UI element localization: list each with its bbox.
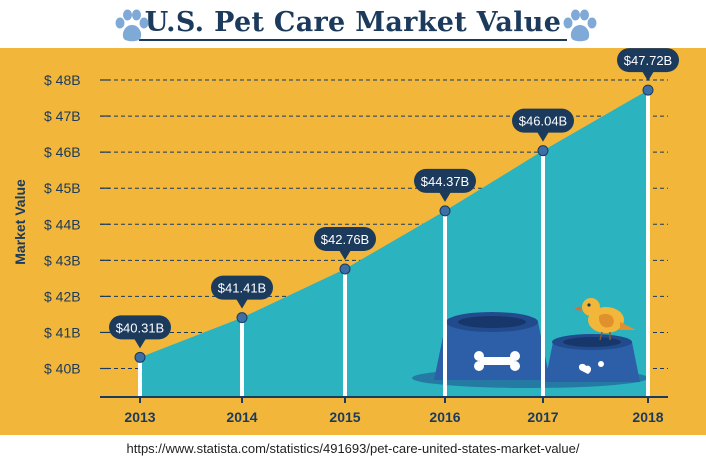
y-tick-label: $ 44B [44,216,81,232]
data-label-pointer [236,298,248,309]
y-axis-label: Market Value [12,179,28,265]
data-point [134,351,146,363]
data-point [642,84,654,96]
data-label-pointer [339,249,351,260]
data-label-bubble [109,315,171,340]
y-tick-label: $ 42B [44,288,81,304]
data-markers: $40.31B $41.41B $42.76B $44.37B $46.04B $47.7… [109,48,679,363]
bird-icon [574,298,636,341]
data-label-bubble [512,108,574,133]
paw-icon [115,9,149,42]
y-tick-label: $ 47B [44,108,81,124]
y-tick-labels: $ 40B $ 41B $ 42B $ 43B $ 44B $ 45B $ 46B $ 47B… [44,72,81,377]
data-point [537,145,549,157]
y-tick-label: $ 40B [44,361,81,377]
data-point [439,205,451,217]
x-tick-label: 2016 [429,409,460,425]
y-tick-label: $ 45B [44,180,81,196]
chart-title: U.S. Pet Care Market Value [138,7,568,41]
data-label-bubble [211,275,273,300]
data-label-bubble [617,48,679,73]
x-tick-label: 2018 [632,409,663,425]
data-label-pointer [537,131,549,142]
data-label-pointer [642,71,654,82]
data-label: $47.72B [624,53,672,68]
data-label-pointer [439,191,451,202]
y-tick-label: $ 48B [44,72,81,88]
data-stems [138,90,650,397]
x-tick-label: 2015 [329,409,360,425]
data-label: $44.37B [421,174,469,189]
paw-icon [563,9,597,42]
x-tick-label: 2017 [527,409,558,425]
title-bar: U.S. Pet Care Market Value [0,0,706,48]
y-tick-label: $ 43B [44,252,81,268]
data-label-pointer [134,338,146,349]
data-label: $41.41B [218,281,266,296]
data-label-bubble [314,226,376,251]
data-point [236,312,248,324]
pet-bowl-icon [412,312,648,388]
y-tick-label: $ 41B [44,324,81,340]
data-point [339,263,351,275]
x-tick-label: 2014 [226,409,257,425]
x-tick-labels: 2013 2014 2015 2016 2017 2018 [124,397,664,425]
data-label-bubble [414,168,476,193]
x-tick-label: 2013 [124,409,155,425]
bone-icon [474,351,520,371]
data-label: $40.31B [116,320,164,335]
y-tick-label: $ 46B [44,144,81,160]
data-label: $46.04B [519,114,567,129]
data-label: $42.76B [321,232,369,247]
source-url[interactable]: https://www.statista.com/statistics/4916… [126,441,580,456]
